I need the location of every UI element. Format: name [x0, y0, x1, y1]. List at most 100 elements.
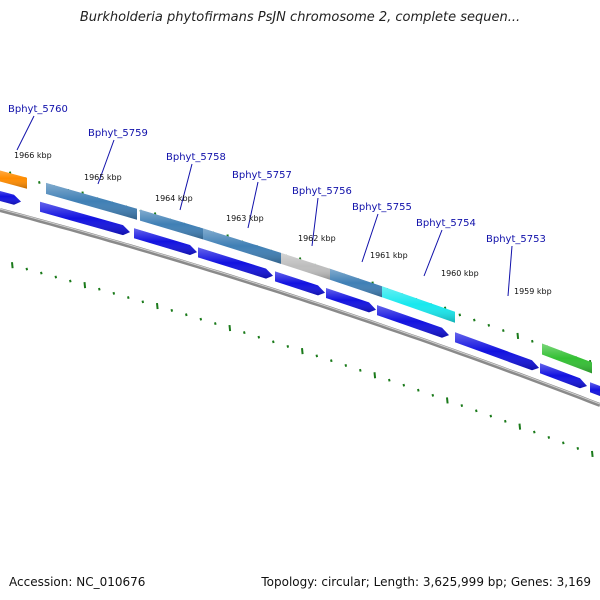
inner-tick [199, 317, 203, 321]
inner-tick [98, 287, 101, 291]
inner-tick [315, 354, 319, 358]
cds-arrow [540, 363, 587, 389]
inner-tick [11, 262, 14, 269]
inner-tick [330, 359, 333, 363]
backbone-highlight [0, 208, 600, 405]
outer-tick [502, 329, 505, 333]
inner-tick [40, 271, 43, 275]
inner-tick [460, 404, 464, 408]
gene-bar-shade [281, 252, 330, 280]
inner-tick [83, 282, 87, 289]
inner-tick [214, 322, 217, 326]
inner-tick [359, 368, 362, 372]
cds-arrow [455, 332, 539, 371]
kbp-tick-label: 1959 kbp [514, 287, 552, 296]
inner-tick [272, 340, 275, 344]
inner-tick [243, 331, 246, 335]
backbone-line [0, 208, 600, 407]
inner-tick [504, 419, 507, 423]
inner-tick [170, 308, 174, 312]
gene-label: Bphyt_5753 [486, 234, 546, 245]
gene-label: Bphyt_5760 [8, 104, 68, 115]
inner-tick [431, 393, 435, 397]
inner-tick [344, 364, 348, 367]
kbp-tick-label: 1961 kbp [370, 251, 408, 260]
gene-leader-line [16, 115, 35, 151]
gene-label: Bphyt_5754 [416, 218, 476, 229]
gene-leader-line [247, 181, 259, 229]
inner-tick [547, 435, 551, 439]
gene-bar-shade [203, 228, 281, 264]
gene-bar [203, 228, 281, 264]
gene-label: Bphyt_5757 [232, 170, 292, 181]
inner-tick [562, 441, 565, 445]
gene-leader-line [311, 197, 319, 247]
gene-leader-line [423, 229, 443, 277]
cds-arrow [275, 271, 325, 296]
gene-bar-shade [46, 182, 137, 220]
cds-arrow-shade [590, 382, 600, 396]
inner-tick [446, 397, 449, 404]
gene-bar [281, 252, 330, 280]
outer-tick [531, 339, 534, 343]
inner-tick [388, 378, 391, 382]
inner-tick [286, 345, 290, 348]
genome-summary: Topology: circular; Length: 3,625,999 bp… [261, 575, 591, 589]
cds-arrow-shade [455, 332, 539, 371]
inner-tick [25, 267, 29, 271]
cds-arrow-shade [377, 305, 449, 338]
inner-tick [591, 450, 594, 458]
inner-tick [228, 324, 232, 332]
gene-label: Bphyt_5758 [166, 152, 226, 163]
inner-tick [69, 279, 72, 283]
outer-tick [487, 323, 491, 327]
inner-tick [156, 302, 159, 310]
kbp-tick-label: 1964 kbp [155, 194, 193, 203]
inner-tick [112, 291, 116, 295]
inner-tick [301, 348, 304, 355]
cds-arrow-shade [198, 247, 273, 279]
inner-tick [127, 296, 130, 300]
cds-arrow [40, 201, 130, 236]
gene-leader-line [179, 163, 193, 211]
cds-arrow [0, 191, 21, 205]
cds-arrow-shade [40, 201, 130, 236]
kbp-tick-label: 1963 kbp [226, 214, 264, 223]
inner-tick [533, 430, 536, 434]
cds-arrow-shade [0, 191, 21, 205]
label-layer: Bphyt_5760 Bphyt_5759 Bphyt_5758 Bphyt_5757… [8, 104, 552, 297]
gene-bar-shade [0, 170, 27, 189]
inner-tick [141, 300, 145, 304]
cds-arrow [134, 228, 197, 255]
gene-leader-line [361, 213, 379, 263]
gene-bar [46, 182, 137, 220]
outer-tick [516, 332, 520, 340]
inner-tick [475, 409, 478, 413]
gene-bar [0, 170, 27, 189]
cds-arrow [377, 305, 449, 338]
cds-arrow-shade [326, 288, 376, 313]
gene-leader-line [507, 245, 513, 297]
inner-tick [54, 275, 58, 279]
kbp-tick-label: 1965 kbp [84, 173, 122, 182]
accession-label: Accession: NC_010676 [9, 575, 146, 589]
cds-arrow [590, 382, 600, 396]
cds-arrow [198, 247, 273, 279]
outer-tick [38, 181, 41, 184]
cds-arrow-shade [275, 271, 325, 296]
gene-bar-shade [330, 268, 382, 298]
inner-tick [402, 383, 406, 387]
gene-bar-shade [140, 209, 203, 240]
cds-arrow-shade [540, 363, 587, 389]
inner-tick [518, 423, 522, 430]
inner-tick [373, 372, 377, 379]
kbp-tick-label: 1962 kbp [298, 234, 336, 243]
inner-tick [489, 414, 493, 418]
inner-tick [257, 335, 261, 339]
cds-arrow [326, 288, 376, 313]
inner-tick [185, 313, 188, 317]
kbp-tick-label: 1960 kbp [441, 269, 479, 278]
cds-layer [0, 191, 600, 396]
gene-bar-shade [382, 286, 455, 323]
kbp-tick-label: 1966 kbp [14, 151, 52, 160]
